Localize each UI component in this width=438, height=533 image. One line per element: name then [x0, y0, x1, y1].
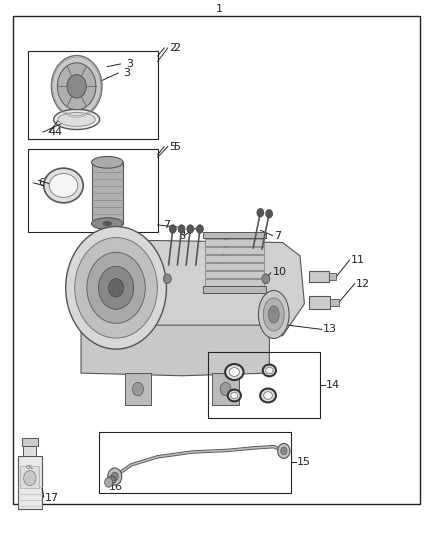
Text: 14: 14 — [326, 380, 340, 390]
Circle shape — [108, 468, 122, 485]
Ellipse shape — [92, 157, 123, 168]
Text: 2: 2 — [173, 43, 180, 53]
Text: 4: 4 — [54, 127, 61, 137]
Text: 16: 16 — [109, 482, 123, 491]
Bar — [202, 232, 266, 238]
Circle shape — [187, 225, 194, 233]
Ellipse shape — [260, 389, 276, 402]
Bar — [309, 271, 328, 282]
Bar — [23, 446, 36, 456]
Bar — [28, 149, 158, 232]
Text: 7: 7 — [163, 220, 170, 230]
Bar — [20, 466, 39, 488]
Bar — [125, 373, 151, 405]
Bar — [205, 239, 264, 246]
Text: 15: 15 — [297, 457, 311, 467]
Circle shape — [99, 266, 134, 309]
Text: 12: 12 — [356, 279, 370, 288]
Circle shape — [66, 227, 166, 349]
Ellipse shape — [264, 392, 272, 399]
Text: 13: 13 — [323, 325, 337, 334]
Bar — [205, 263, 264, 270]
Text: 3: 3 — [126, 59, 133, 69]
Circle shape — [51, 55, 102, 117]
Circle shape — [278, 443, 290, 458]
Text: 7: 7 — [274, 231, 281, 240]
Text: 8: 8 — [179, 231, 186, 240]
Bar — [99, 432, 291, 493]
Ellipse shape — [225, 364, 244, 380]
Polygon shape — [112, 240, 304, 336]
Circle shape — [163, 274, 171, 284]
Text: 3: 3 — [124, 68, 131, 78]
Ellipse shape — [103, 222, 112, 226]
Bar — [205, 271, 264, 278]
Text: 9: 9 — [223, 239, 230, 248]
Text: 5: 5 — [170, 142, 177, 151]
Circle shape — [87, 252, 145, 324]
Bar — [202, 286, 266, 293]
Circle shape — [281, 447, 287, 455]
Ellipse shape — [220, 383, 231, 395]
Bar — [205, 279, 264, 286]
Bar — [28, 51, 158, 139]
Ellipse shape — [229, 368, 240, 376]
Circle shape — [178, 225, 185, 233]
Circle shape — [265, 209, 272, 218]
Bar — [22, 438, 38, 446]
Circle shape — [262, 274, 270, 284]
Ellipse shape — [132, 383, 143, 395]
Ellipse shape — [228, 390, 241, 401]
Ellipse shape — [258, 290, 289, 338]
Bar — [205, 247, 264, 254]
Ellipse shape — [44, 168, 83, 203]
Text: 6: 6 — [39, 178, 46, 188]
Circle shape — [196, 225, 203, 233]
Text: OIL: OIL — [26, 465, 34, 471]
Polygon shape — [81, 325, 269, 376]
Bar — [18, 456, 42, 509]
Circle shape — [67, 75, 86, 98]
Text: 11: 11 — [350, 255, 364, 265]
Circle shape — [109, 279, 124, 297]
Text: 17: 17 — [45, 494, 59, 503]
Ellipse shape — [263, 365, 276, 376]
Circle shape — [257, 208, 264, 217]
Text: 4: 4 — [48, 127, 55, 137]
Ellipse shape — [53, 109, 99, 130]
Circle shape — [75, 238, 157, 338]
Ellipse shape — [92, 217, 123, 229]
Bar — [309, 296, 330, 309]
Text: 6: 6 — [44, 175, 51, 185]
Circle shape — [169, 225, 176, 233]
Circle shape — [111, 472, 118, 481]
Ellipse shape — [49, 173, 78, 197]
Bar — [208, 352, 320, 418]
Text: 2: 2 — [170, 43, 177, 53]
Circle shape — [24, 471, 36, 486]
Ellipse shape — [266, 367, 273, 374]
Text: 10: 10 — [272, 267, 286, 277]
Ellipse shape — [58, 112, 95, 126]
Ellipse shape — [268, 306, 279, 323]
Circle shape — [57, 63, 96, 110]
Circle shape — [105, 478, 113, 487]
Text: 1: 1 — [215, 4, 223, 14]
Bar — [328, 273, 336, 280]
Bar — [330, 299, 339, 306]
Ellipse shape — [231, 392, 238, 399]
Bar — [92, 162, 123, 224]
Text: 10: 10 — [140, 264, 154, 274]
Bar — [212, 373, 239, 405]
Ellipse shape — [263, 298, 284, 331]
Text: 5: 5 — [173, 142, 180, 151]
Bar — [205, 255, 264, 262]
